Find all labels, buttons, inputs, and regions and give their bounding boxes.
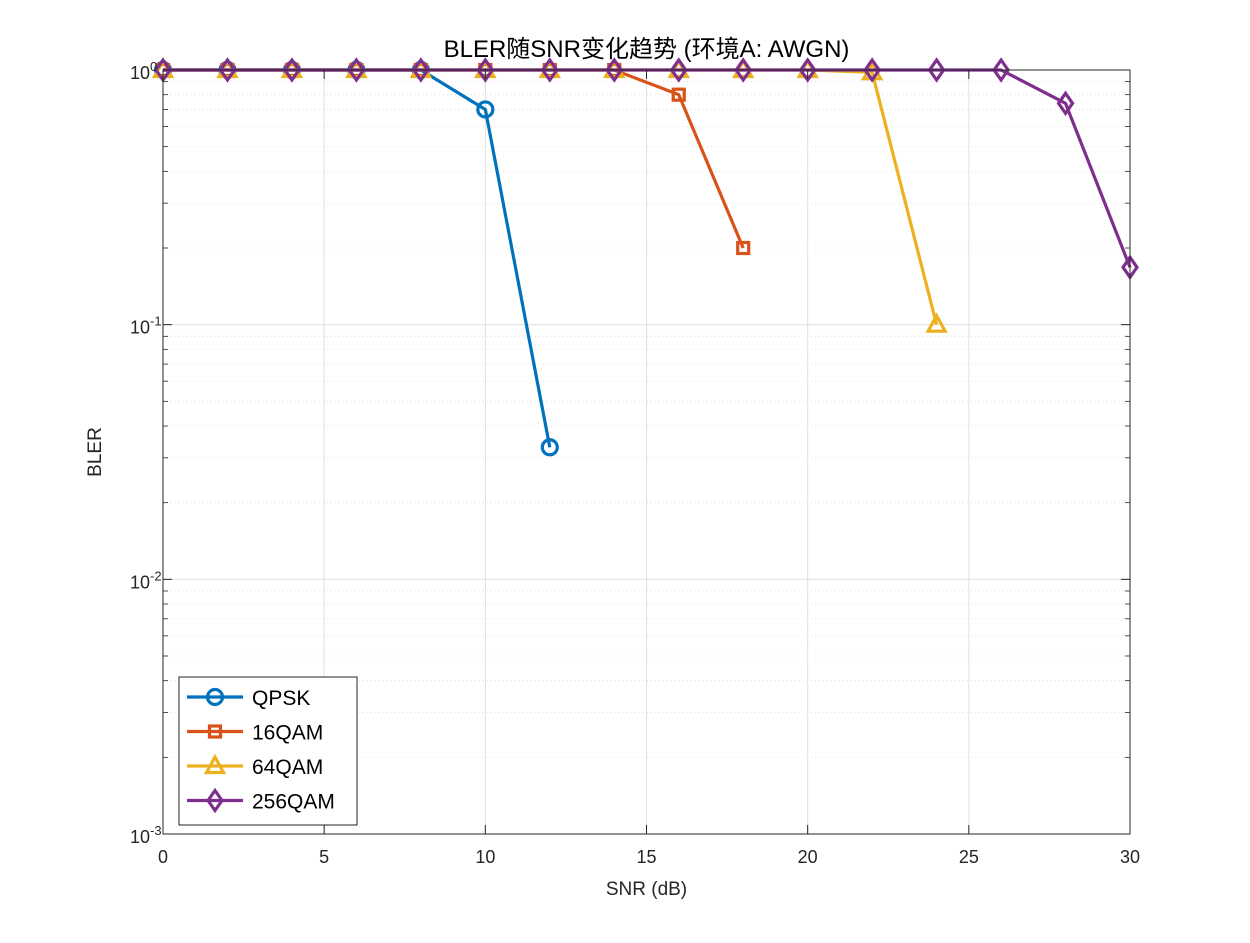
- data-point: [218, 57, 237, 83]
- x-axis-title: SNR (dB): [606, 879, 687, 900]
- data-point: [540, 438, 559, 457]
- data-point: [798, 57, 817, 83]
- data-point: [282, 57, 301, 83]
- legend-marker: [203, 753, 227, 775]
- x-tick-label: 25: [959, 847, 979, 867]
- y-tick-label: 10-3: [130, 823, 162, 847]
- data-point: [671, 87, 686, 102]
- legend-label: 64QAM: [252, 756, 323, 779]
- legend-item: QPSK: [187, 687, 310, 710]
- y-tick-exponent: -3: [150, 823, 162, 838]
- x-tick-label: 30: [1120, 847, 1140, 867]
- data-point: [347, 57, 366, 83]
- x-tick-label: 15: [636, 847, 656, 867]
- legend: QPSK 16QAM 64QAM 256QAM: [178, 676, 358, 826]
- chart-title: BLER随SNR变化趋势 (环境A: AWGN): [444, 36, 850, 63]
- y-tick-label: 10-2: [130, 568, 162, 592]
- x-tick-label: 5: [319, 847, 329, 867]
- y-tick-label: 10-1: [130, 314, 162, 338]
- legend-marker: [207, 724, 223, 739]
- legend-label: 16QAM: [252, 722, 323, 745]
- y-tick-exponent: -2: [150, 568, 162, 583]
- data-point: [863, 57, 882, 83]
- y-tick-base: 10: [130, 827, 150, 847]
- y-tick-base: 10: [130, 63, 150, 83]
- data-point: [992, 57, 1011, 83]
- y-axis-title: BLER: [85, 427, 106, 477]
- data-point: [669, 57, 688, 83]
- legend-label: QPSK: [252, 687, 310, 710]
- x-tick-label: 0: [158, 847, 168, 867]
- legend-item: 64QAM: [187, 753, 323, 779]
- data-point: [927, 57, 946, 83]
- legend-marker: [206, 787, 224, 814]
- legend-item: 256QAM: [187, 787, 335, 814]
- legend-marker: [205, 687, 225, 707]
- legend-label: 256QAM: [252, 791, 335, 814]
- x-tick-label: 10: [475, 847, 495, 867]
- y-tick-base: 10: [130, 318, 150, 338]
- data-point: [925, 312, 948, 333]
- x-tick-label: 20: [798, 847, 818, 867]
- y-tick-exponent: -1: [150, 314, 162, 329]
- data-point: [476, 57, 495, 83]
- y-tick-base: 10: [130, 572, 150, 592]
- data-point: [736, 240, 751, 256]
- data-point: [734, 57, 753, 83]
- y-tick-label: 100: [130, 59, 157, 83]
- data-point: [411, 57, 430, 83]
- y-tick-exponent: 0: [150, 59, 157, 74]
- data-point: [605, 57, 624, 83]
- data-point: [540, 57, 559, 83]
- data-point: [1056, 90, 1075, 117]
- data-point: [476, 100, 495, 119]
- legend-item: 16QAM: [187, 722, 323, 745]
